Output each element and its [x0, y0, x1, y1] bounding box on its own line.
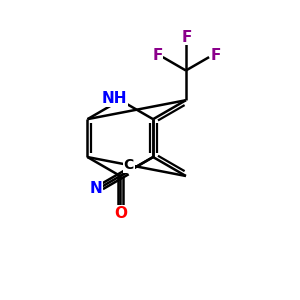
Text: N: N [90, 181, 103, 196]
Text: O: O [114, 206, 127, 221]
Text: F: F [181, 30, 192, 45]
Text: F: F [210, 48, 221, 63]
Text: C: C [124, 158, 134, 172]
Text: NH: NH [102, 91, 127, 106]
Text: F: F [152, 48, 163, 63]
